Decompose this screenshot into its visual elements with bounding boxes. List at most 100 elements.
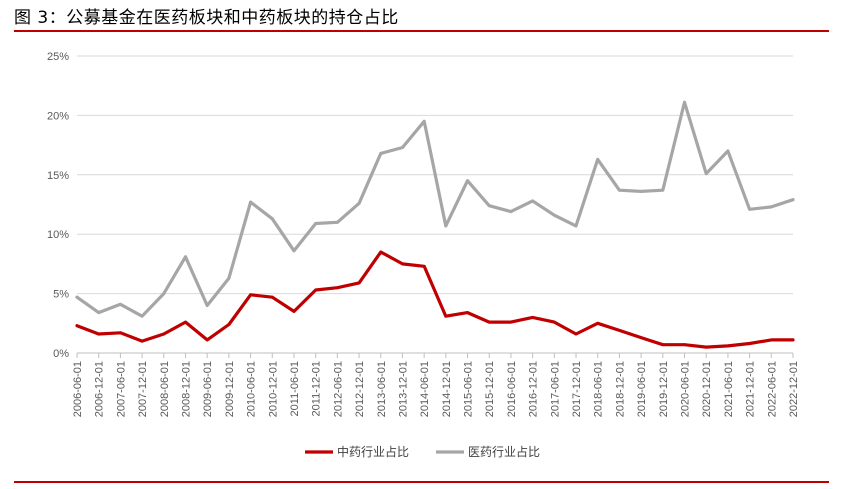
y-tick-label: 0% [53,348,69,360]
x-tick-label: 2012-12-01 [354,361,366,417]
x-tick-label: 2010-06-01 [246,361,258,417]
data-point [97,311,101,315]
x-tick-label: 2011-12-01 [311,361,323,416]
data-point [726,344,730,348]
data-point [444,314,448,318]
bottom-rule [14,481,829,483]
data-point [162,292,166,295]
legend-label: 中药行业占比 [337,444,409,459]
x-tick-label: 2017-06-01 [549,361,561,417]
x-tick-label: 2016-12-01 [528,361,540,417]
data-point [227,323,231,326]
x-tick-label: 2010-12-01 [267,361,279,417]
data-point [683,100,686,104]
y-tick-label: 20% [47,110,69,122]
data-point [357,281,361,285]
data-point [314,222,318,225]
data-point [118,302,122,306]
data-point [184,320,187,324]
series-line-pharma [75,100,795,318]
x-tick-label: 2008-06-01 [159,361,171,417]
series-line-tcm [75,250,795,349]
x-tick-label: 2015-06-01 [463,361,475,417]
x-tick-label: 2016-06-01 [506,361,518,417]
data-point [422,264,426,268]
x-tick-label: 2012-06-01 [332,361,344,417]
x-tick-label: 2009-06-01 [202,361,214,417]
data-point [140,314,144,318]
data-point [791,198,795,202]
data-point [596,321,600,325]
data-point [466,311,469,315]
x-tick-label: 2018-12-01 [614,361,626,417]
x-tick-label: 2006-06-01 [72,361,84,417]
data-point [97,332,101,336]
data-point [270,295,274,299]
x-tick-label: 2013-06-01 [376,361,388,417]
data-point [769,338,773,342]
x-tick-label: 2007-06-01 [115,361,127,417]
data-point [270,217,274,221]
data-point [596,157,600,161]
data-point [379,152,383,155]
data-point [292,249,296,253]
data-point [249,200,252,204]
data-point [444,224,448,228]
data-point [683,343,686,347]
data-point [249,293,252,297]
title-rule [14,30,829,32]
data-point [639,190,643,193]
x-tick-label: 2021-06-01 [723,361,735,417]
data-point [227,276,231,280]
x-tick-label: 2022-12-01 [788,361,800,417]
y-tick-label: 15% [47,170,69,182]
data-point [574,332,578,336]
data-point [639,336,643,339]
data-point [292,310,296,313]
data-point [509,320,513,324]
data-point [704,172,708,176]
data-point [487,204,491,208]
x-tick-label: 2007-12-01 [137,361,149,417]
x-tick-label: 2013-12-01 [397,361,409,417]
x-tick-label: 2017-12-01 [571,361,583,417]
x-tick-label: 2021-12-01 [745,361,757,417]
data-point [205,338,209,342]
data-point [379,250,383,254]
data-point [314,288,318,292]
x-tick-label: 2006-12-01 [94,361,106,417]
data-point [574,224,578,228]
data-point [401,146,404,149]
x-tick-label: 2020-12-01 [701,361,713,417]
legend-label: 医药行业占比 [468,444,540,459]
data-point [661,188,665,192]
data-point [748,207,752,211]
x-tick-label: 2014-12-01 [441,361,453,417]
data-point [618,329,621,332]
data-point [118,331,122,335]
data-point [184,255,187,259]
data-point [791,338,795,342]
x-tick-label: 2008-12-01 [180,361,192,417]
data-point [487,320,491,324]
data-point [552,213,556,217]
data-point [335,220,339,224]
data-point [769,205,773,209]
data-point [401,262,404,266]
data-point [466,179,469,183]
x-tick-label: 2009-12-01 [224,361,236,417]
data-point [357,201,361,205]
x-tick-label: 2018-06-01 [593,361,605,417]
data-point [335,286,339,290]
data-point [75,324,79,328]
x-tick-label: 2011-06-01 [289,361,301,416]
data-point [75,295,79,299]
y-tick-label: 10% [47,229,69,241]
data-point [704,345,708,349]
data-point [748,342,752,345]
y-tick-label: 25% [47,51,69,63]
data-point [726,149,730,153]
data-point [552,320,556,324]
x-tick-label: 2014-06-01 [419,361,431,417]
